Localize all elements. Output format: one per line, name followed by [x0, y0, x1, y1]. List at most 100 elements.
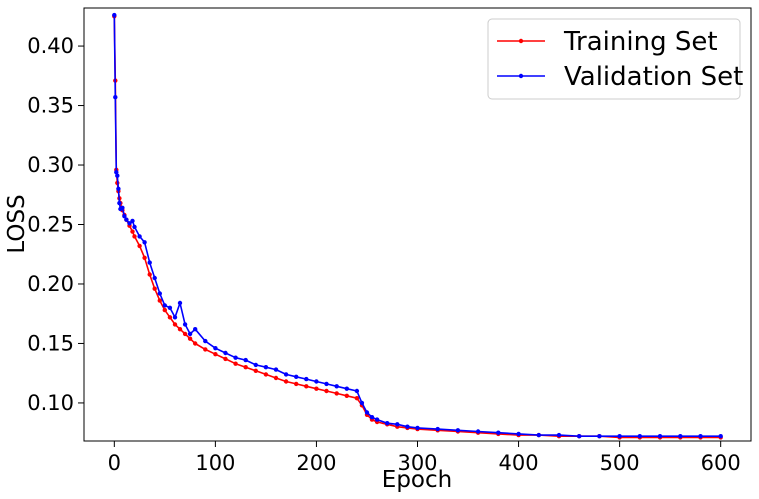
- y-tick-label: 0.25: [27, 213, 74, 237]
- data-point-validation-set: [142, 240, 147, 245]
- legend-frame: [487, 18, 741, 100]
- data-point-validation-set: [167, 305, 173, 310]
- data-point-validation-set: [213, 346, 218, 351]
- data-point-validation-set: [116, 186, 121, 191]
- data-point-validation-set: [385, 421, 390, 426]
- data-point-validation-set: [223, 350, 228, 356]
- x-axis-label: Epoch: [382, 467, 452, 493]
- data-point-validation-set: [137, 234, 142, 239]
- data-point-validation-set: [369, 415, 375, 420]
- y-axis-label: LOSS: [4, 194, 30, 253]
- series-line-training-set: [113, 16, 721, 439]
- legend-marker-training: [518, 38, 524, 44]
- data-point-training-set: [172, 322, 178, 327]
- data-point-validation-set: [193, 327, 198, 332]
- data-point-validation-set: [455, 428, 461, 433]
- data-point-validation-set: [475, 429, 481, 434]
- data-point-training-set: [177, 327, 183, 332]
- data-point-training-set: [253, 368, 258, 373]
- y-tick-label: 0.20: [27, 272, 74, 296]
- data-point-validation-set: [182, 322, 188, 327]
- data-point-validation-set: [115, 173, 120, 178]
- data-point-validation-set: [637, 434, 642, 439]
- y-tick-label: 0.30: [27, 153, 74, 177]
- data-point-validation-set: [124, 217, 129, 222]
- data-point-validation-set: [496, 430, 501, 435]
- data-point-training-set: [233, 361, 238, 366]
- data-point-validation-set: [657, 434, 663, 439]
- data-point-validation-set: [536, 432, 541, 438]
- data-point-validation-set: [112, 12, 117, 18]
- x-tick-label: 400: [499, 451, 539, 475]
- data-point-training-set: [223, 356, 228, 362]
- data-point-training-set: [304, 384, 309, 389]
- data-point-validation-set: [117, 200, 122, 206]
- x-tick-label: 600: [701, 451, 741, 475]
- data-point-training-set: [157, 298, 162, 303]
- data-point-training-set: [152, 286, 157, 291]
- data-point-validation-set: [516, 431, 521, 437]
- series-layer: [112, 12, 723, 440]
- data-point-training-set: [182, 331, 188, 337]
- data-point-validation-set: [435, 426, 440, 432]
- data-point-training-set: [243, 365, 248, 370]
- data-point-validation-set: [718, 434, 723, 439]
- legend-label-training: Training Set: [563, 27, 718, 57]
- data-point-validation-set: [415, 425, 420, 431]
- data-point-validation-set: [364, 410, 370, 415]
- data-point-validation-set: [253, 362, 258, 368]
- data-point-validation-set: [304, 376, 309, 382]
- data-point-validation-set: [130, 218, 135, 224]
- data-point-validation-set: [678, 434, 683, 439]
- legend: Training Set Validation Set: [487, 18, 743, 100]
- x-tick-label: 100: [195, 451, 235, 475]
- x-tick-label: 500: [600, 451, 640, 475]
- data-point-validation-set: [233, 355, 238, 360]
- data-point-validation-set: [113, 95, 118, 100]
- data-point-training-set: [283, 379, 289, 384]
- data-point-validation-set: [152, 275, 157, 281]
- data-point-validation-set: [354, 388, 360, 394]
- data-point-training-set: [213, 352, 218, 357]
- data-point-validation-set: [147, 260, 152, 265]
- data-point-validation-set: [577, 434, 582, 439]
- data-point-validation-set: [122, 214, 127, 219]
- data-point-training-set: [147, 272, 152, 277]
- x-tick-label: 200: [296, 451, 336, 475]
- data-point-validation-set: [172, 315, 178, 320]
- data-point-validation-set: [324, 381, 329, 387]
- data-point-training-set: [263, 372, 269, 377]
- data-point-validation-set: [203, 338, 208, 344]
- ticks-layer: 0 100 200 300 400 500 600 0.10 0.15 0.20 0.25 0.30 0…: [27, 34, 740, 475]
- y-tick-label: 0.15: [27, 331, 74, 355]
- legend-label-validation: Validation Set: [564, 62, 743, 92]
- data-point-validation-set: [162, 303, 167, 308]
- data-point-validation-set: [114, 170, 119, 175]
- data-point-validation-set: [405, 424, 410, 429]
- data-point-validation-set: [187, 331, 193, 337]
- y-tick-label: 0.40: [27, 34, 74, 58]
- data-point-training-set: [324, 388, 329, 394]
- data-point-validation-set: [359, 400, 365, 406]
- data-point-training-set: [132, 234, 137, 239]
- data-point-validation-set: [120, 205, 125, 210]
- data-point-training-set: [314, 386, 319, 391]
- data-point-validation-set: [698, 434, 703, 439]
- data-point-training-set: [137, 243, 142, 249]
- data-point-validation-set: [374, 417, 380, 422]
- data-point-training-set: [294, 381, 299, 387]
- data-point-validation-set: [344, 386, 349, 391]
- data-point-training-set: [354, 396, 360, 401]
- data-point-validation-set: [263, 365, 269, 370]
- data-point-validation-set: [283, 372, 289, 377]
- data-point-training-set: [203, 347, 208, 352]
- data-point-training-set: [167, 315, 173, 320]
- data-point-training-set: [142, 255, 147, 260]
- data-point-validation-set: [617, 434, 622, 439]
- data-point-validation-set: [556, 432, 562, 438]
- data-point-validation-set: [132, 224, 137, 230]
- data-point-training-set: [130, 229, 135, 234]
- data-point-validation-set: [127, 221, 132, 226]
- data-point-validation-set: [177, 300, 183, 306]
